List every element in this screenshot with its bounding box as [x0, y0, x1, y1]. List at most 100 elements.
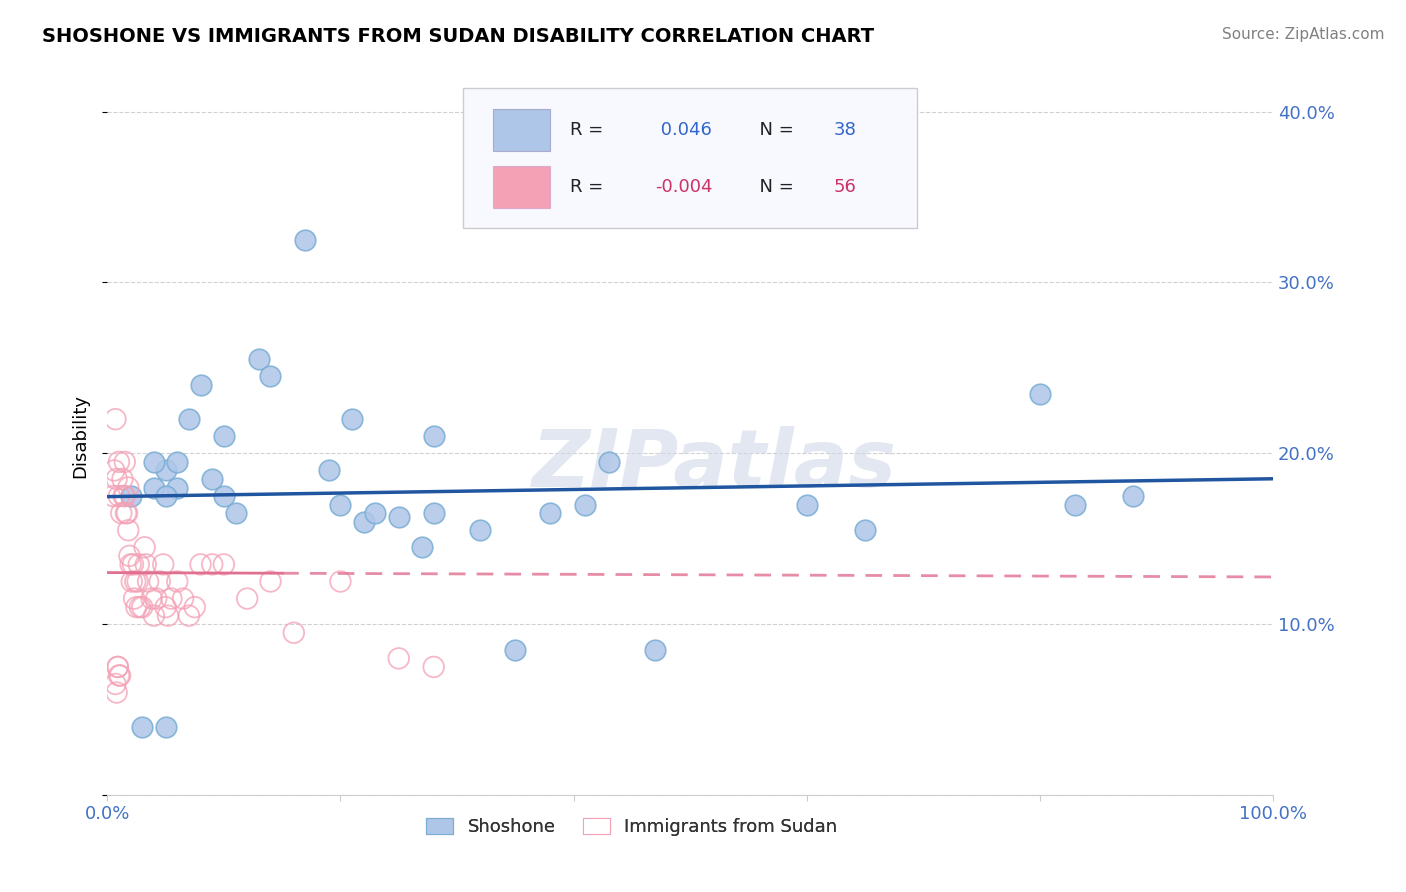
Point: [1122, 489, 1144, 503]
Text: R =: R =: [569, 178, 609, 196]
Point: [318, 463, 340, 477]
Point: [236, 591, 259, 606]
Point: [149, 574, 172, 589]
Point: [183, 600, 205, 615]
Y-axis label: Disability: Disability: [72, 394, 89, 478]
Point: [212, 489, 235, 503]
Point: [108, 489, 131, 503]
Text: 56: 56: [834, 178, 856, 196]
Point: [131, 600, 153, 615]
Point: [115, 506, 138, 520]
Point: [115, 506, 138, 520]
Point: [120, 558, 142, 572]
Point: [259, 369, 281, 384]
Point: [124, 574, 146, 589]
Point: [155, 463, 177, 477]
Legend: Shoshone, Immigrants from Sudan: Shoshone, Immigrants from Sudan: [419, 811, 845, 844]
Point: [166, 481, 188, 495]
Point: [644, 643, 666, 657]
Point: [104, 412, 127, 426]
Point: [470, 523, 492, 537]
Point: [201, 558, 224, 572]
Point: [422, 429, 444, 443]
Point: [114, 489, 136, 503]
Point: [177, 412, 200, 426]
Text: 0.046: 0.046: [655, 120, 711, 139]
Point: [247, 352, 270, 367]
Point: [329, 498, 352, 512]
Text: 38: 38: [834, 120, 856, 139]
Point: [108, 668, 131, 682]
Point: [136, 574, 159, 589]
Point: [212, 558, 235, 572]
Point: [364, 506, 387, 520]
Point: [177, 608, 200, 623]
Point: [294, 233, 316, 247]
Point: [388, 509, 411, 524]
Point: [135, 558, 157, 572]
Point: [574, 498, 596, 512]
Text: N =: N =: [748, 178, 800, 196]
Point: [201, 472, 224, 486]
Point: [103, 463, 125, 477]
FancyBboxPatch shape: [494, 109, 550, 151]
Point: [172, 591, 194, 606]
Point: [134, 541, 156, 555]
Point: [101, 489, 124, 503]
Point: [108, 668, 131, 682]
Point: [190, 558, 212, 572]
Point: [111, 472, 134, 486]
Point: [142, 481, 165, 495]
Point: [422, 660, 444, 674]
Point: [329, 574, 352, 589]
Text: ZIPatlas: ZIPatlas: [531, 426, 896, 504]
Point: [156, 608, 179, 623]
Point: [796, 498, 818, 512]
Text: -0.004: -0.004: [655, 178, 713, 196]
Text: SHOSHONE VS IMMIGRANTS FROM SUDAN DISABILITY CORRELATION CHART: SHOSHONE VS IMMIGRANTS FROM SUDAN DISABI…: [42, 27, 875, 45]
Point: [340, 412, 363, 426]
Point: [283, 625, 305, 640]
Point: [160, 591, 183, 606]
Point: [142, 455, 165, 469]
Point: [225, 506, 247, 520]
Point: [155, 489, 177, 503]
Point: [110, 506, 132, 520]
Point: [125, 600, 148, 615]
Point: [105, 685, 128, 699]
FancyBboxPatch shape: [463, 88, 918, 228]
Point: [152, 558, 174, 572]
Point: [259, 574, 281, 589]
Text: R =: R =: [569, 120, 609, 139]
Point: [1029, 386, 1052, 401]
Text: N =: N =: [748, 120, 800, 139]
Point: [114, 455, 136, 469]
Point: [1063, 498, 1085, 512]
Point: [505, 643, 527, 657]
Point: [112, 489, 135, 503]
Point: [212, 429, 235, 443]
Point: [105, 472, 128, 486]
Point: [538, 506, 561, 520]
Point: [155, 600, 177, 615]
Point: [120, 489, 142, 503]
Point: [422, 506, 444, 520]
Point: [141, 591, 163, 606]
Point: [142, 608, 165, 623]
Point: [155, 720, 177, 734]
Point: [388, 651, 411, 665]
Point: [128, 558, 150, 572]
FancyBboxPatch shape: [494, 166, 550, 209]
Point: [131, 720, 153, 734]
Point: [117, 481, 139, 495]
Point: [107, 660, 129, 674]
Text: Source: ZipAtlas.com: Source: ZipAtlas.com: [1222, 27, 1385, 42]
Point: [145, 591, 167, 606]
Point: [108, 455, 131, 469]
Point: [129, 600, 152, 615]
Point: [122, 591, 145, 606]
Point: [104, 677, 127, 691]
Point: [853, 523, 876, 537]
Point: [166, 574, 188, 589]
Point: [598, 455, 620, 469]
